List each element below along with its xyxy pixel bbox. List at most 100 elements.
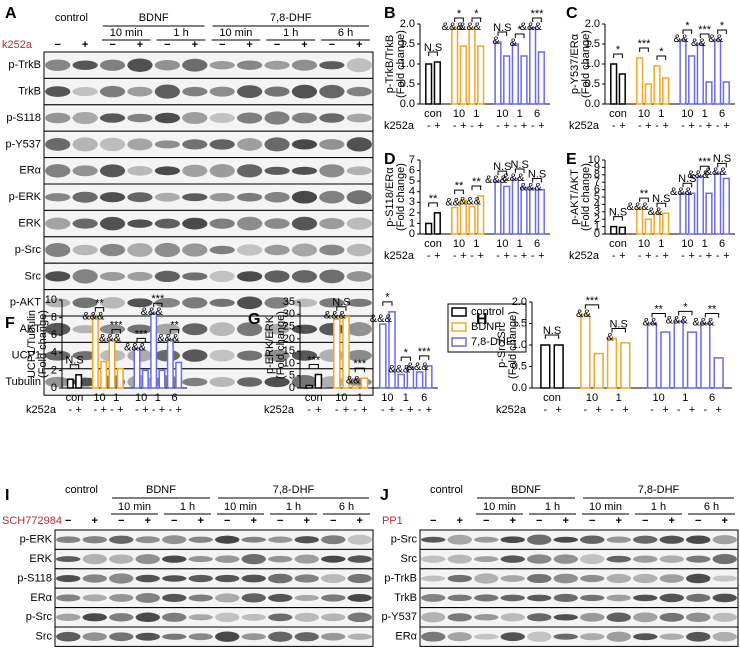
sign: -	[68, 404, 72, 416]
bar	[494, 180, 502, 235]
category-label: 1	[658, 238, 664, 250]
band	[241, 553, 266, 565]
row-label: ERα	[30, 592, 52, 604]
band	[633, 612, 658, 623]
band	[82, 632, 107, 641]
band	[268, 631, 293, 642]
band	[127, 324, 153, 334]
band	[580, 633, 605, 641]
band	[264, 137, 290, 152]
band	[45, 217, 71, 230]
sig-label: ***	[135, 328, 149, 340]
y-tick-label: 5	[409, 175, 415, 187]
row-label: ERK	[18, 218, 41, 230]
y-tick-label: 4	[409, 186, 415, 198]
band	[294, 536, 319, 544]
sig-mark: &&&	[502, 172, 525, 184]
bar	[433, 212, 441, 235]
sig-bracket	[400, 356, 411, 362]
sign: +	[521, 120, 527, 132]
sig-bracket	[136, 337, 146, 343]
panel-letter: F	[5, 315, 15, 332]
band	[209, 164, 235, 178]
band	[347, 612, 372, 623]
band	[346, 349, 372, 362]
category-label: 10	[496, 108, 508, 120]
sig-label: N.S	[652, 193, 670, 205]
sig-bracket	[428, 51, 438, 56]
blot-strip	[43, 104, 374, 132]
sign: -	[453, 250, 457, 262]
band	[72, 111, 98, 125]
sign: +	[616, 515, 622, 527]
sign: −	[171, 515, 177, 527]
bar	[166, 338, 174, 389]
sign: -	[418, 404, 422, 416]
bar	[714, 172, 722, 235]
group-label: control	[65, 484, 98, 496]
blot-strip	[54, 626, 374, 647]
band	[606, 594, 631, 602]
bar	[425, 365, 433, 389]
sig-bracket	[94, 307, 105, 312]
sig-mark: &&&	[705, 166, 728, 178]
category-label: 10	[496, 238, 508, 250]
band	[45, 376, 71, 388]
band	[45, 322, 71, 336]
band	[447, 574, 472, 583]
band	[712, 554, 737, 565]
bar	[673, 320, 684, 389]
sign: +	[100, 404, 106, 416]
band	[264, 297, 290, 309]
bar	[360, 377, 369, 389]
sig-label: **	[472, 176, 481, 188]
band	[500, 632, 525, 642]
band	[264, 244, 290, 256]
band	[241, 593, 266, 603]
y-tick-label: 35	[283, 296, 295, 308]
category-label: 10	[381, 392, 393, 404]
bar	[314, 373, 323, 389]
band	[712, 535, 737, 545]
band	[686, 573, 711, 584]
band	[237, 322, 263, 337]
bar	[451, 27, 459, 105]
y-tick-label: 9	[594, 161, 600, 173]
sign: -	[335, 404, 339, 416]
row-label: p-ERK	[20, 534, 53, 546]
category-label: 10	[653, 392, 665, 404]
category-label: 10	[681, 108, 693, 120]
band	[500, 555, 525, 563]
band	[109, 573, 134, 584]
sig-label: *	[457, 8, 462, 20]
sign: +	[662, 250, 668, 262]
panel-letter: E	[566, 151, 577, 168]
sign: +	[389, 404, 395, 416]
band	[162, 593, 187, 602]
sig-bracket	[497, 170, 508, 176]
band	[553, 573, 578, 584]
band	[633, 594, 658, 602]
band	[347, 534, 372, 545]
band	[421, 536, 446, 543]
sig-bracket	[532, 178, 542, 183]
bar	[722, 81, 730, 105]
band	[447, 594, 472, 602]
sign: -	[427, 120, 431, 132]
sig-label: *	[685, 20, 690, 32]
bar	[468, 27, 476, 105]
band	[421, 593, 446, 602]
band	[82, 574, 107, 583]
y-label: p-TrkB/TrkB	[384, 35, 396, 93]
sign: +	[477, 120, 483, 132]
band	[527, 573, 552, 584]
sign: -	[655, 120, 659, 132]
category-label: 10	[681, 238, 693, 250]
band	[209, 113, 235, 123]
band	[56, 536, 81, 543]
bar	[529, 27, 537, 105]
sig-bracket	[682, 182, 693, 188]
y-tick-label: 10	[588, 154, 600, 166]
category-label: 1	[517, 108, 523, 120]
group-label: 7,8-DHF	[638, 484, 680, 496]
